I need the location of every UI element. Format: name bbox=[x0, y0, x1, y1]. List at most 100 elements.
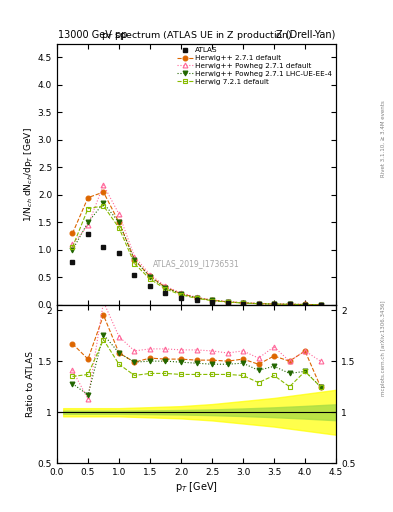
Herwig++ Powheg 2.7.1 default bbox=[194, 294, 199, 301]
Herwig++ Powheg 2.7.1 LHC-UE-EE-4 bbox=[179, 291, 184, 297]
Herwig 7.2.1 default bbox=[194, 295, 199, 302]
Herwig++ Powheg 2.7.1 default bbox=[101, 182, 106, 188]
ATLAS bbox=[256, 301, 261, 307]
Herwig++ Powheg 2.7.1 default bbox=[86, 222, 90, 228]
Herwig++ Powheg 2.7.1 LHC-UE-EE-4 bbox=[148, 274, 152, 280]
Herwig 7.2.1 default bbox=[86, 205, 90, 211]
Herwig++ 2.7.1 default bbox=[194, 294, 199, 301]
Herwig++ Powheg 2.7.1 LHC-UE-EE-4 bbox=[318, 302, 323, 308]
Herwig 7.2.1 default bbox=[70, 244, 75, 250]
Herwig++ 2.7.1 default bbox=[272, 301, 276, 307]
Line: ATLAS: ATLAS bbox=[70, 232, 323, 307]
Herwig++ Powheg 2.7.1 LHC-UE-EE-4 bbox=[194, 295, 199, 301]
Herwig 7.2.1 default bbox=[256, 301, 261, 307]
Herwig++ Powheg 2.7.1 default bbox=[272, 301, 276, 307]
Text: Rivet 3.1.10, ≥ 3.4M events: Rivet 3.1.10, ≥ 3.4M events bbox=[381, 100, 386, 177]
Herwig++ 2.7.1 default bbox=[179, 291, 184, 297]
Herwig 7.2.1 default bbox=[318, 302, 323, 308]
Herwig++ 2.7.1 default bbox=[303, 302, 307, 308]
Herwig++ 2.7.1 default bbox=[148, 273, 152, 280]
ATLAS bbox=[70, 259, 75, 265]
ATLAS bbox=[209, 298, 214, 305]
Herwig++ Powheg 2.7.1 LHC-UE-EE-4 bbox=[70, 247, 75, 253]
Herwig++ Powheg 2.7.1 default bbox=[303, 302, 307, 308]
Herwig++ 2.7.1 default bbox=[318, 302, 323, 308]
ATLAS bbox=[287, 302, 292, 308]
Herwig++ 2.7.1 default bbox=[86, 195, 90, 201]
ATLAS bbox=[241, 301, 245, 307]
Herwig 7.2.1 default bbox=[132, 261, 137, 267]
Herwig++ Powheg 2.7.1 default bbox=[70, 241, 75, 247]
Herwig++ Powheg 2.7.1 default bbox=[179, 290, 184, 296]
ATLAS bbox=[86, 231, 90, 238]
Herwig++ 2.7.1 default bbox=[287, 301, 292, 307]
Herwig++ 2.7.1 default bbox=[117, 219, 121, 225]
Legend: ATLAS, Herwig++ 2.7.1 default, Herwig++ Powheg 2.7.1 default, Herwig++ Powheg 2.: ATLAS, Herwig++ 2.7.1 default, Herwig++ … bbox=[176, 46, 334, 86]
Herwig++ Powheg 2.7.1 LHC-UE-EE-4 bbox=[256, 301, 261, 307]
Herwig++ Powheg 2.7.1 default bbox=[117, 211, 121, 217]
Herwig++ 2.7.1 default bbox=[256, 301, 261, 307]
Herwig++ Powheg 2.7.1 default bbox=[256, 301, 261, 307]
Y-axis label: 1/N$_{ch}$ dN$_{ch}$/dp$_T$ [GeV]: 1/N$_{ch}$ dN$_{ch}$/dp$_T$ [GeV] bbox=[22, 127, 35, 222]
Herwig 7.2.1 default bbox=[148, 276, 152, 282]
ATLAS bbox=[117, 249, 121, 255]
ATLAS bbox=[132, 271, 137, 278]
Herwig 7.2.1 default bbox=[287, 301, 292, 307]
Text: mcplots.cern.ch [arXiv:1306.3436]: mcplots.cern.ch [arXiv:1306.3436] bbox=[381, 301, 386, 396]
Herwig 7.2.1 default bbox=[241, 300, 245, 306]
Herwig++ Powheg 2.7.1 default bbox=[148, 271, 152, 278]
Herwig++ Powheg 2.7.1 LHC-UE-EE-4 bbox=[132, 257, 137, 263]
ATLAS bbox=[148, 283, 152, 289]
ATLAS bbox=[163, 290, 168, 296]
Herwig++ Powheg 2.7.1 default bbox=[241, 300, 245, 306]
Herwig++ Powheg 2.7.1 default bbox=[287, 301, 292, 307]
Text: Z (Drell-Yan): Z (Drell-Yan) bbox=[276, 30, 335, 40]
Herwig++ Powheg 2.7.1 default bbox=[132, 253, 137, 260]
Herwig++ 2.7.1 default bbox=[209, 297, 214, 303]
Herwig++ Powheg 2.7.1 default bbox=[163, 283, 168, 289]
Herwig++ Powheg 2.7.1 LHC-UE-EE-4 bbox=[101, 200, 106, 206]
Herwig++ 2.7.1 default bbox=[163, 284, 168, 290]
Herwig 7.2.1 default bbox=[209, 297, 214, 304]
X-axis label: p$_T$ [GeV]: p$_T$ [GeV] bbox=[175, 480, 218, 494]
ATLAS bbox=[303, 302, 307, 308]
Text: ATLAS_2019_I1736531: ATLAS_2019_I1736531 bbox=[153, 259, 240, 268]
ATLAS bbox=[101, 244, 106, 250]
Text: 13000 GeV pp: 13000 GeV pp bbox=[58, 30, 128, 40]
Herwig++ Powheg 2.7.1 default bbox=[209, 297, 214, 303]
Title: p$_T$ spectrum (ATLAS UE in Z production): p$_T$ spectrum (ATLAS UE in Z production… bbox=[101, 29, 292, 42]
ATLAS bbox=[194, 297, 199, 303]
Herwig++ Powheg 2.7.1 LHC-UE-EE-4 bbox=[163, 285, 168, 291]
ATLAS bbox=[225, 300, 230, 306]
Herwig++ Powheg 2.7.1 default bbox=[225, 298, 230, 305]
Herwig++ Powheg 2.7.1 default bbox=[318, 302, 323, 308]
Herwig++ Powheg 2.7.1 LHC-UE-EE-4 bbox=[287, 301, 292, 307]
Herwig++ 2.7.1 default bbox=[70, 230, 75, 237]
Herwig 7.2.1 default bbox=[303, 302, 307, 308]
Herwig++ Powheg 2.7.1 LHC-UE-EE-4 bbox=[241, 300, 245, 306]
Herwig++ Powheg 2.7.1 LHC-UE-EE-4 bbox=[272, 301, 276, 307]
ATLAS bbox=[318, 302, 323, 308]
Herwig++ Powheg 2.7.1 LHC-UE-EE-4 bbox=[209, 297, 214, 304]
Line: Herwig++ Powheg 2.7.1 LHC-UE-EE-4: Herwig++ Powheg 2.7.1 LHC-UE-EE-4 bbox=[70, 201, 323, 307]
ATLAS bbox=[179, 294, 184, 301]
Line: Herwig++ 2.7.1 default: Herwig++ 2.7.1 default bbox=[70, 189, 323, 307]
Y-axis label: Ratio to ATLAS: Ratio to ATLAS bbox=[26, 351, 35, 417]
Herwig++ 2.7.1 default bbox=[132, 257, 137, 263]
ATLAS bbox=[272, 301, 276, 307]
Herwig 7.2.1 default bbox=[272, 301, 276, 307]
Line: Herwig++ Powheg 2.7.1 default: Herwig++ Powheg 2.7.1 default bbox=[70, 182, 323, 307]
Herwig++ Powheg 2.7.1 LHC-UE-EE-4 bbox=[117, 219, 121, 225]
Herwig 7.2.1 default bbox=[101, 203, 106, 209]
Line: Herwig 7.2.1 default: Herwig 7.2.1 default bbox=[70, 203, 323, 307]
Herwig 7.2.1 default bbox=[117, 225, 121, 231]
Herwig++ 2.7.1 default bbox=[241, 300, 245, 306]
Herwig++ 2.7.1 default bbox=[225, 298, 230, 305]
Herwig 7.2.1 default bbox=[179, 292, 184, 298]
Herwig++ Powheg 2.7.1 LHC-UE-EE-4 bbox=[225, 299, 230, 305]
Herwig++ 2.7.1 default bbox=[101, 189, 106, 195]
Herwig++ Powheg 2.7.1 LHC-UE-EE-4 bbox=[303, 302, 307, 308]
Herwig 7.2.1 default bbox=[163, 286, 168, 292]
Herwig 7.2.1 default bbox=[225, 299, 230, 305]
Herwig++ Powheg 2.7.1 LHC-UE-EE-4 bbox=[86, 219, 90, 225]
